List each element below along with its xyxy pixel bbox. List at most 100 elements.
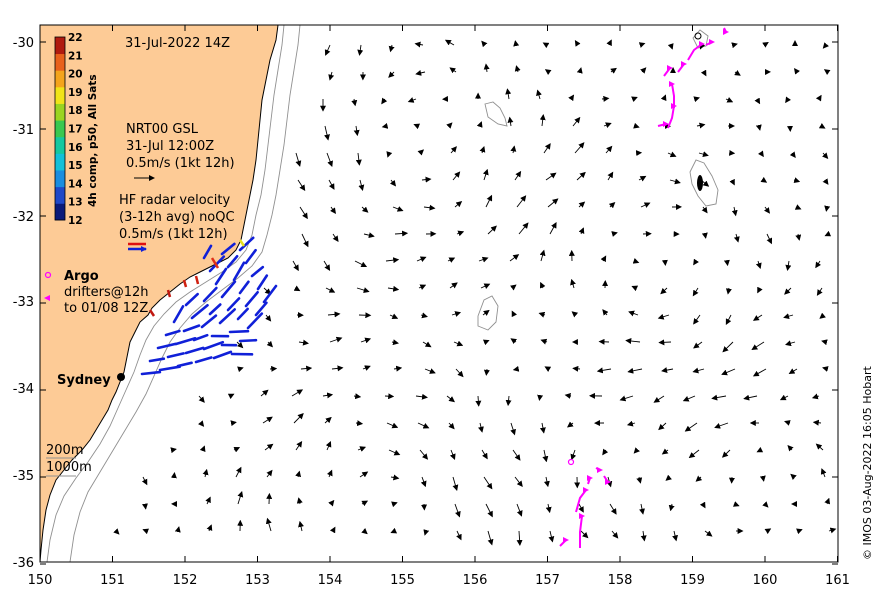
hf-radar-vector [232, 261, 246, 282]
gsl-arrow [324, 416, 332, 424]
gsl-arrow [199, 445, 206, 453]
gsl-arrow [511, 310, 518, 318]
colorbar-level-label: 18 [68, 105, 83, 117]
hf-radar-vector [244, 290, 259, 308]
gsl-arrow [785, 340, 796, 347]
nrt-legend-line3: 0.5m/s (1kt 12h) [126, 156, 235, 171]
gsl-arrow [548, 530, 555, 543]
gsl-arrow [385, 257, 400, 264]
gsl-arrow [538, 311, 546, 318]
gsl-arrow [142, 528, 150, 535]
drifter-marker [723, 29, 729, 35]
gsl-arrow [509, 254, 520, 262]
gsl-arrow [332, 233, 339, 243]
drifter-legend-line2: to 01/08 12Z [64, 301, 148, 316]
gsl-arrow [455, 368, 464, 378]
gsl-arrow [815, 94, 822, 102]
gsl-arrow [824, 205, 831, 212]
gsl-arrow [141, 503, 148, 510]
gsl-arrow [361, 500, 369, 507]
gsl-arrow [478, 256, 489, 263]
hf-radar-vector [220, 242, 236, 256]
gsl-arrow [388, 449, 401, 456]
hf-radar-vector [172, 305, 185, 324]
drifter-track [579, 515, 583, 548]
gsl-arrow [787, 444, 794, 452]
gsl-arrow [513, 40, 520, 47]
gsl-arrow [699, 501, 706, 509]
gsl-arrow [824, 230, 832, 237]
colorbar-frame [54, 36, 66, 221]
gsl-arrow [828, 527, 837, 534]
gsl-arrow [539, 114, 546, 127]
sst-segment [210, 257, 220, 269]
gsl-arrow [299, 206, 308, 220]
gsl-arrow [391, 501, 398, 508]
gsl-arrow [476, 121, 483, 128]
gsl-arrow [574, 142, 585, 154]
gsl-arrow [636, 476, 643, 484]
gsl-arrow [544, 366, 552, 372]
gsl-arrow [779, 394, 789, 401]
gsl-arrow [293, 285, 301, 292]
gsl-arrow [596, 367, 612, 374]
gsl-arrow [505, 395, 512, 407]
gsl-arrow [388, 71, 395, 78]
gsl-arrow [605, 145, 613, 154]
gsl-arrow [416, 256, 427, 263]
gsl-arrow [202, 468, 209, 478]
gsl-arrow [423, 529, 430, 536]
gsl-arrow [570, 449, 577, 461]
gsl-arrow [578, 201, 586, 208]
colorbar-level-label: 22 [68, 32, 83, 44]
colorbar-level-label: 12 [68, 215, 83, 227]
lon-tick-label: 153 [245, 573, 270, 588]
gsl-arrow [381, 122, 389, 129]
lon-tick-label: 160 [753, 573, 778, 588]
gsl-arrow [822, 366, 829, 372]
gsl-arrow [296, 497, 303, 505]
gsl-arrow [756, 446, 764, 453]
gsl-arrow [790, 473, 797, 480]
gsl-arrow [723, 259, 730, 267]
gsl-arrow [297, 179, 306, 192]
hf-legend-line2: (3-12h avg) noQC [119, 210, 235, 225]
gsl-arrow [580, 530, 589, 539]
gsl-arrow [456, 230, 465, 237]
hf-legend-line3: 0.5m/s (1kt 12h) [119, 227, 228, 242]
gsl-arrow [227, 393, 235, 400]
hf-radar-vector [202, 340, 225, 351]
sst-coastal-segments [148, 239, 246, 317]
hf-radar-vector [250, 265, 265, 278]
gsl-arrow [407, 97, 417, 103]
gsl-arrow [732, 501, 740, 507]
gsl-arrow [543, 143, 551, 154]
gsl-arrow [479, 146, 486, 154]
hf-radar-vector [236, 307, 249, 321]
gsl-arrow [449, 67, 457, 74]
gsl-arrow [326, 152, 333, 168]
colorbar-swatch [55, 136, 65, 154]
gsl-arrow [413, 123, 421, 130]
hf-radar-vector [140, 370, 162, 376]
gsl-arrow [574, 40, 581, 47]
gsl-arrow [236, 341, 244, 349]
gsl-arrow [755, 260, 762, 270]
nrt-legend-line2: 31-Jul 12:00Z [126, 139, 214, 154]
gsl-arrow [362, 365, 371, 371]
drifter-marker [667, 65, 673, 71]
gsl-arrow [444, 39, 455, 46]
gsl-arrow [264, 443, 274, 451]
gsl-arrow [700, 179, 710, 187]
depth-legend-1000m: 1000m [46, 460, 92, 475]
gsl-arrow [394, 230, 409, 237]
gsl-arrow [784, 420, 791, 426]
gsl-arrow [516, 503, 523, 517]
gsl-arrow [329, 336, 343, 343]
gsl-arrow [514, 476, 523, 487]
gsl-arrow [325, 287, 336, 293]
gsl-arrow [667, 43, 674, 50]
sydney-marker [117, 373, 125, 381]
hf-radar-vector [218, 308, 236, 325]
lat-tick-label: -35 [13, 469, 34, 484]
